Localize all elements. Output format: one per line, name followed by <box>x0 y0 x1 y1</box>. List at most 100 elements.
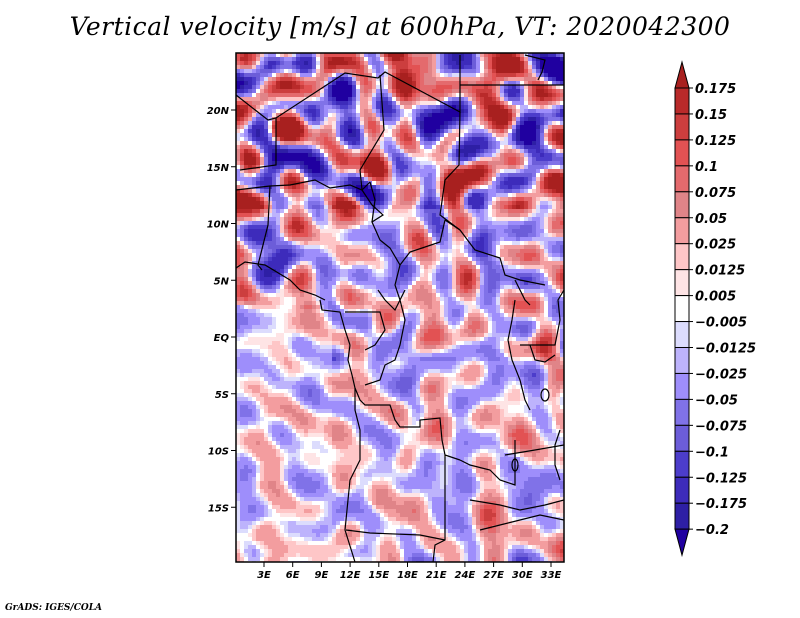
field-cell <box>500 153 504 157</box>
field-cell <box>556 265 560 269</box>
field-cell <box>412 233 416 237</box>
field-cell <box>468 265 472 269</box>
field-cell <box>436 217 440 221</box>
field-cell <box>448 61 452 65</box>
field-cell <box>308 129 312 133</box>
field-cell <box>312 57 316 61</box>
field-cell <box>372 245 376 249</box>
field-cell <box>560 241 564 245</box>
field-cell <box>432 101 436 105</box>
field-cell <box>400 125 404 129</box>
field-cell <box>252 153 256 157</box>
field-cell <box>460 117 464 121</box>
field-cell <box>544 109 548 113</box>
field-cell <box>512 133 516 137</box>
field-cell <box>420 225 424 229</box>
field-cell <box>428 257 432 261</box>
field-cell <box>348 65 352 69</box>
field-cell <box>444 265 448 269</box>
field-cell <box>520 141 524 145</box>
field-cell <box>288 205 292 209</box>
field-cell <box>384 157 388 161</box>
field-cell <box>424 253 428 257</box>
field-cell <box>480 281 484 285</box>
field-cell <box>292 53 296 57</box>
field-cell <box>360 285 364 289</box>
field-cell <box>484 237 488 241</box>
field-cell <box>360 101 364 105</box>
field-cell <box>512 137 516 141</box>
field-cell <box>508 245 512 249</box>
field-cell <box>332 77 336 81</box>
field-cell <box>264 113 268 117</box>
field-cell <box>420 121 424 125</box>
field-cell <box>320 129 324 133</box>
field-cell <box>416 181 420 185</box>
field-cell <box>380 117 384 121</box>
field-cell <box>240 301 244 305</box>
field-cell <box>244 189 248 193</box>
field-cell <box>292 297 296 301</box>
field-cell <box>544 177 548 181</box>
field-cell <box>268 285 272 289</box>
field-cell <box>336 181 340 185</box>
field-cell <box>248 97 252 101</box>
field-cell <box>448 73 452 77</box>
field-cell <box>420 141 424 145</box>
field-cell <box>236 93 240 97</box>
field-cell <box>480 157 484 161</box>
field-cell <box>520 245 524 249</box>
field-cell <box>520 193 524 197</box>
field-cell <box>384 121 388 125</box>
field-cell <box>364 229 368 233</box>
field-cell <box>472 73 476 77</box>
field-cell <box>560 217 564 221</box>
field-cell <box>524 69 528 73</box>
field-cell <box>364 285 368 289</box>
field-cell <box>240 237 244 241</box>
field-cell <box>268 89 272 93</box>
field-cell <box>404 221 408 225</box>
field-cell <box>540 77 544 81</box>
field-cell <box>520 173 524 177</box>
field-cell <box>272 161 276 165</box>
field-cell <box>536 193 540 197</box>
field-cell <box>384 193 388 197</box>
field-cell <box>432 109 436 113</box>
field-cell <box>328 161 332 165</box>
field-cell <box>504 189 508 193</box>
field-cell <box>400 69 404 73</box>
field-cell <box>384 93 388 97</box>
field-cell <box>316 121 320 125</box>
field-cell <box>412 273 416 277</box>
field-cell <box>460 77 464 81</box>
field-cell <box>432 133 436 137</box>
field-cell <box>344 285 348 289</box>
field-cell <box>292 137 296 141</box>
field-cell <box>484 165 488 169</box>
field-cell <box>396 161 400 165</box>
field-cell <box>336 121 340 125</box>
field-cell <box>312 105 316 109</box>
field-cell <box>504 53 508 57</box>
field-cell <box>404 205 408 209</box>
field-cell <box>500 297 504 301</box>
field-cell <box>348 273 352 277</box>
field-cell <box>448 69 452 73</box>
field-cell <box>332 281 336 285</box>
field-cell <box>292 237 296 241</box>
field-cell <box>248 185 252 189</box>
field-cell <box>472 85 476 89</box>
field-cell <box>472 141 476 145</box>
field-cell <box>460 185 464 189</box>
field-cell <box>408 69 412 73</box>
field-cell <box>284 193 288 197</box>
field-cell <box>368 117 372 121</box>
field-cell <box>400 77 404 81</box>
field-cell <box>548 217 552 221</box>
field-cell <box>460 241 464 245</box>
field-cell <box>448 209 452 213</box>
field-cell <box>320 73 324 77</box>
field-cell <box>344 81 348 85</box>
field-cell <box>284 81 288 85</box>
